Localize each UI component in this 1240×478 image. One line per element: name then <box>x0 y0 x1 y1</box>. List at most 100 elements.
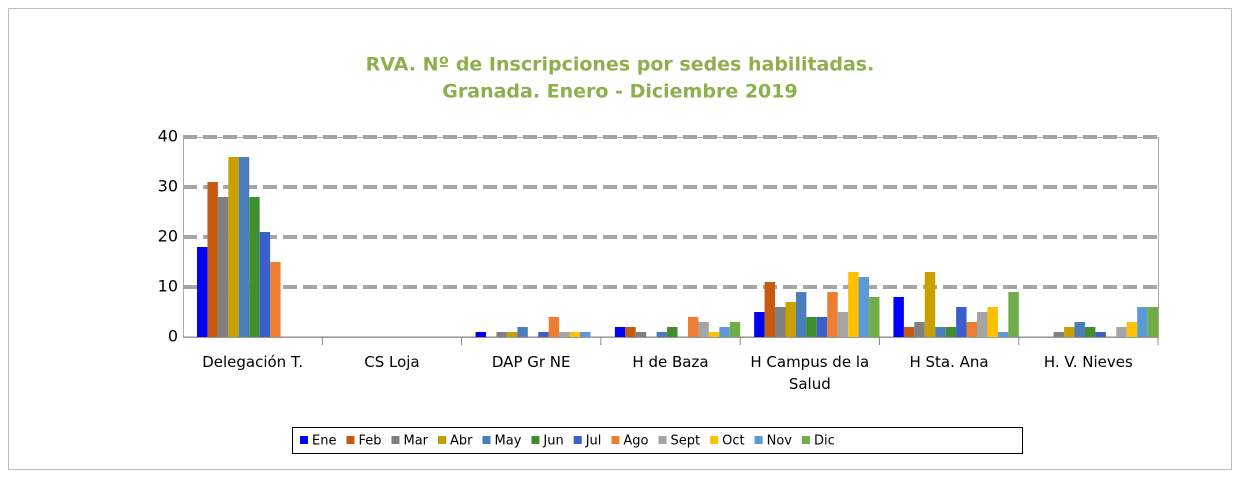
bar <box>517 327 528 337</box>
bar <box>475 332 487 337</box>
x-tick-label: CS Loja <box>364 353 420 371</box>
x-label-box: H. V. Nieves <box>1043 353 1133 371</box>
bar <box>667 327 678 337</box>
legend-label: Nov <box>767 434 793 449</box>
bar <box>729 322 741 337</box>
legend-label: Sept <box>671 434 701 449</box>
legend-label: Ene <box>312 434 336 449</box>
x-tick-label: H. V. Nieves <box>1043 353 1133 371</box>
y-tick-label: 30 <box>158 177 178 196</box>
bar <box>1008 292 1019 337</box>
legend-swatch <box>658 436 667 444</box>
bar <box>1084 327 1096 337</box>
bar <box>217 197 229 337</box>
bar <box>698 322 709 337</box>
bar <box>228 157 239 337</box>
bar <box>754 312 765 337</box>
y-tick-label: 20 <box>158 227 178 246</box>
bar <box>1147 307 1159 337</box>
x-tick-label: H de Baza <box>632 353 709 371</box>
bar <box>1137 307 1148 337</box>
bar <box>656 332 668 337</box>
bar <box>1116 327 1127 337</box>
legend-swatch <box>482 436 491 444</box>
legend-swatch <box>710 436 719 444</box>
bar <box>548 317 560 337</box>
bar <box>496 332 507 337</box>
x-label-box: Delegación T. <box>202 353 304 371</box>
x-label-box: H Campus de la Salud <box>750 353 870 393</box>
bar <box>1064 327 1075 337</box>
bar <box>816 317 828 337</box>
bar <box>858 277 870 337</box>
bar <box>719 327 730 337</box>
bar <box>635 332 647 337</box>
bar <box>837 312 849 337</box>
bar <box>207 182 218 337</box>
bar <box>893 297 904 337</box>
legend-swatch <box>573 436 582 444</box>
bar <box>775 307 786 337</box>
bar <box>869 297 880 337</box>
bar <box>270 262 281 337</box>
bar <box>238 157 250 337</box>
legend-swatch <box>801 436 810 444</box>
legend-swatch <box>300 436 308 444</box>
x-tick-label: Delegación T. <box>202 353 304 371</box>
legend-swatch <box>754 436 763 444</box>
legend-swatch <box>391 436 400 444</box>
legend-label: Jul <box>585 434 602 449</box>
bar <box>249 197 260 337</box>
bar <box>1053 332 1065 337</box>
bar <box>708 332 720 337</box>
bar <box>506 332 518 337</box>
bar <box>1074 322 1085 337</box>
bar <box>1126 322 1138 337</box>
bar <box>966 322 977 337</box>
bar <box>903 327 915 337</box>
bar <box>997 332 1009 337</box>
legend-label: Oct <box>722 434 744 449</box>
x-label-box: H de Baza <box>632 353 709 371</box>
bar <box>538 332 549 337</box>
bar <box>945 327 957 337</box>
x-tick-label: DAP Gr NE <box>491 353 571 371</box>
y-tick-label: 10 <box>158 277 178 296</box>
bar <box>935 327 946 337</box>
bar <box>625 327 636 337</box>
x-label-box: DAP Gr NE <box>491 353 571 371</box>
x-tick-label: H Campus de la Salud <box>750 353 870 393</box>
bar <box>259 232 271 337</box>
bar <box>614 327 626 337</box>
bar <box>848 272 859 337</box>
bar <box>197 247 208 337</box>
chart-title: RVA. Nº de Inscripciones por sedes habil… <box>366 54 875 76</box>
legend-label: Dic <box>814 434 835 449</box>
y-tick-label: 0 <box>168 327 178 346</box>
legend-label: Abr <box>450 434 473 449</box>
legend-swatch <box>531 436 540 444</box>
legend-label: Mar <box>403 434 428 449</box>
bar <box>1095 332 1106 337</box>
bar <box>569 332 581 337</box>
legend-swatch <box>611 436 620 444</box>
chart-subtitle: Granada. Enero - Diciembre 2019 <box>442 81 797 103</box>
bar <box>580 332 591 337</box>
y-tick-label: 40 <box>158 127 178 146</box>
bar <box>977 312 988 337</box>
bar <box>827 292 838 337</box>
bar <box>764 282 776 337</box>
legend-label: May <box>495 434 522 449</box>
x-label-box: CS Loja <box>364 353 420 371</box>
bar <box>795 292 807 337</box>
bar <box>785 302 796 337</box>
bar <box>806 317 817 337</box>
bar <box>914 322 925 337</box>
legend-label: Ago <box>623 434 648 449</box>
bar <box>987 307 998 337</box>
bar <box>559 332 570 337</box>
legend-box <box>292 427 1023 454</box>
bar <box>687 317 699 337</box>
bar <box>924 272 936 337</box>
